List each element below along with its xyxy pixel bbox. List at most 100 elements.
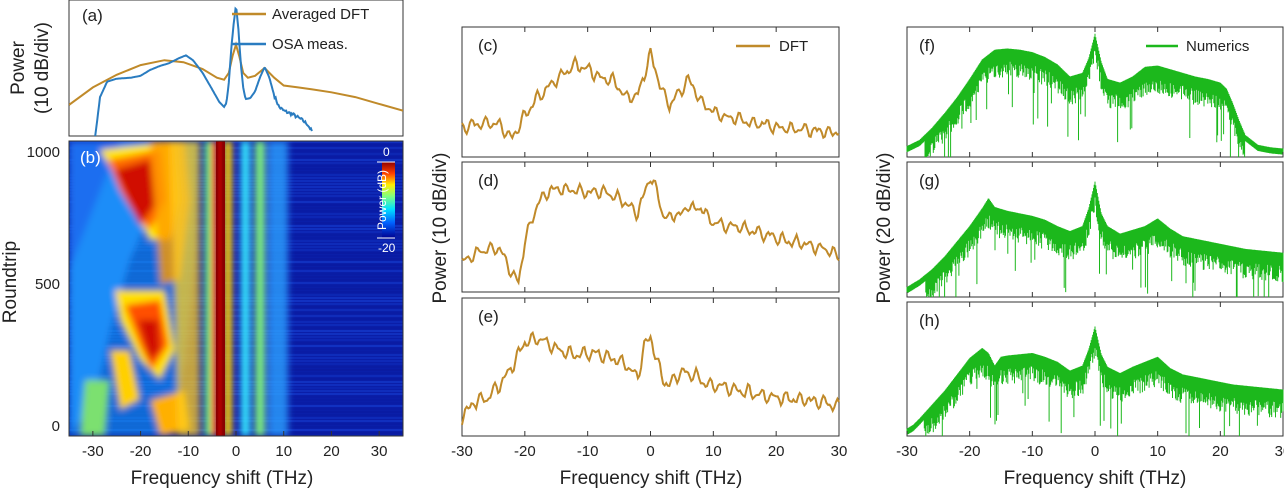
numerics-envelope (906, 37, 1284, 154)
heatmap-row-texture (69, 270, 403, 272)
panel-c: (c) DFT (461, 26, 840, 158)
panel-b-label: (b) (80, 148, 101, 167)
y-axis-label-middle: Power (10 dB/div) (430, 152, 451, 303)
heatmap-row-texture (69, 429, 403, 431)
heatmap-row-texture (69, 306, 403, 308)
colorbar-max-label: 0 (383, 145, 390, 159)
heatmap-row-texture (69, 222, 403, 224)
panel-e-frame (461, 297, 840, 437)
x-axis-label-right: Frequency shift (THz) (1004, 468, 1187, 489)
heatmap-row-texture (69, 228, 403, 230)
heatmap-row-texture (69, 309, 403, 311)
heatmap-row-texture (69, 279, 403, 281)
x-tick-label: -20 (514, 443, 536, 460)
x-axis-label-b: Frequency shift (THz) (131, 468, 314, 489)
panel-c-label: (c) (478, 36, 498, 55)
heatmap-row-texture (69, 291, 403, 293)
heatmap-row-texture (69, 357, 403, 359)
legend-osa-label: OSA meas. (272, 36, 348, 53)
x-tick-label: -20 (959, 443, 981, 460)
b-x-ticks: -30 -20 -10 0 10 20 30 (82, 431, 387, 460)
heatmap-row-texture (69, 327, 403, 329)
heatmap-row-texture (69, 207, 403, 209)
x-tick-label: 20 (768, 443, 785, 460)
heatmap-row-texture (69, 354, 403, 356)
x-tick-label: 20 (1212, 443, 1229, 460)
osa-measurement-line (94, 6, 313, 136)
x-tick-label: 10 (275, 443, 292, 460)
heatmap-row-texture (69, 414, 403, 416)
heatmap-row-texture (69, 183, 403, 185)
legend-averaged-dft-label: Averaged DFT (272, 6, 369, 23)
numerics-line-h (906, 326, 1284, 436)
heatmap-row-texture (69, 402, 403, 404)
heatmap-row-texture (69, 234, 403, 236)
numerics-trace (906, 326, 1284, 436)
heatmap-row-texture (69, 159, 403, 161)
legend-dft-label: DFT (779, 38, 808, 55)
heatmap-row-texture (69, 303, 403, 305)
heatmap-row-texture (69, 330, 403, 332)
heatmap-row-texture (69, 375, 403, 377)
numerics-envelope (906, 330, 1284, 434)
x-tick-label: -10 (177, 443, 199, 460)
heatmap-row-texture (69, 387, 403, 389)
heatmap-row-texture (69, 339, 403, 341)
heatmap-row-texture (69, 312, 403, 314)
panel-h: (h) (906, 301, 1284, 437)
panel-d: (d) (461, 161, 840, 293)
heatmap-features (69, 141, 288, 436)
heatmap-row-texture (69, 273, 403, 275)
heatmap-row-texture (69, 201, 403, 203)
x-tick-label: 0 (1091, 443, 1099, 460)
panel-g-label: (g) (919, 171, 940, 190)
heatmap-row-texture (69, 366, 403, 368)
heatmap-row-texture (69, 168, 403, 170)
heatmap-row-texture (69, 390, 403, 392)
numerics-trace (906, 33, 1284, 157)
x-tick-label: -30 (82, 443, 104, 460)
heatmap-background-stripes (69, 141, 403, 436)
heatmap-row-texture (69, 369, 403, 371)
heatmap-row-texture (69, 153, 403, 155)
heatmap-row-texture (69, 237, 403, 239)
right-x-ticks: -30 -20 -10 0 10 20 30 (896, 27, 1284, 460)
heatmap-row-texture (69, 318, 403, 320)
numerics-line-f (906, 33, 1284, 157)
dft-line-d (461, 179, 840, 286)
heatmap-row-texture (69, 240, 403, 242)
heatmap-row-texture (69, 255, 403, 257)
heatmap-row-texture (69, 156, 403, 158)
heatmap-row-texture (69, 186, 403, 188)
y-axis-label-a-power: Power (8, 40, 29, 95)
panel-h-label: (h) (919, 311, 940, 330)
heatmap-row-texture (69, 411, 403, 413)
heatmap-row-texture (69, 360, 403, 362)
panel-g: (g) (906, 161, 1284, 298)
x-tick-label: 30 (371, 443, 388, 460)
panel-d-label: (d) (478, 171, 499, 190)
heatmap-row-texture (69, 150, 403, 152)
heatmap-row-texture (69, 378, 403, 380)
heatmap-row-texture (69, 282, 403, 284)
heatmap-row-texture (69, 261, 403, 263)
x-tick-label: 0 (232, 443, 240, 460)
heatmap-row-texture (69, 393, 403, 395)
heatmap-row-texture (69, 405, 403, 407)
dft-line-c (461, 47, 840, 141)
x-tick-label: 10 (705, 443, 722, 460)
heatmap-row-texture (69, 174, 403, 176)
dft-line-e (461, 330, 840, 426)
heatmap-row-texture (69, 321, 403, 323)
panel-a: (a) Averaged DFT OSA meas. Power (10 dB/… (8, 0, 404, 137)
x-tick-label: 30 (831, 443, 848, 460)
middle-x-ticks: -30 -20 -10 0 10 20 30 (451, 27, 847, 460)
heatmap-row-texture (69, 348, 403, 350)
panel-e-label: (e) (478, 307, 499, 326)
heatmap-row-texture (69, 423, 403, 425)
heatmap-row-texture (69, 315, 403, 317)
heatmap-row-texture (69, 162, 403, 164)
x-tick-label: 20 (323, 443, 340, 460)
heatmap-row-texture (69, 276, 403, 278)
heatmap-row-texture (69, 372, 403, 374)
